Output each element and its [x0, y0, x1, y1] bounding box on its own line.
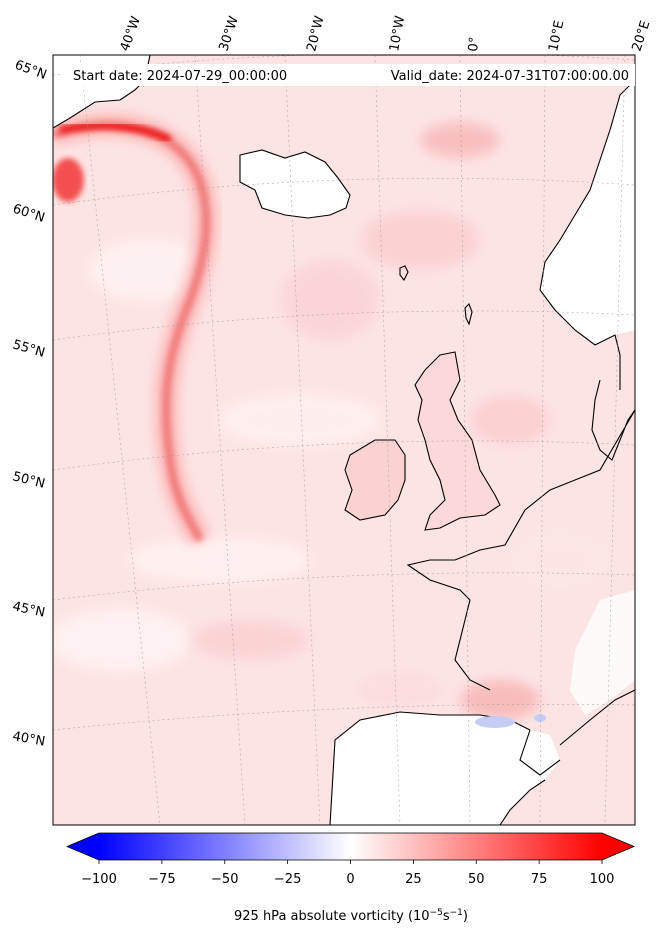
lat-label-65n: 65°N [13, 58, 49, 83]
lat-label-40n: 40°N [11, 729, 46, 749]
lon-label-0: 0° [466, 36, 482, 52]
valid-date: Valid_date: 2024-07-31T07:00:00.00 [391, 69, 629, 84]
lat-label-50n: 50°N [11, 469, 46, 491]
colorbar-extend-min [67, 833, 99, 860]
colorbar-tick-label: 75 [531, 872, 548, 887]
colorbar-tick-label: −100 [81, 872, 117, 887]
colorbar-extend-max [602, 833, 634, 860]
lat-label-60n: 60°N [11, 202, 47, 226]
colorbar: −100 −75 −50 −25 0 25 50 75 100 925 hPa absolute… [65, 832, 636, 924]
lat-label-55n: 55°N [11, 337, 47, 360]
map-field [53, 55, 635, 825]
colorbar-tick-label: 50 [468, 872, 485, 887]
lon-label-10e: 10°E [546, 19, 567, 53]
date-banner [60, 64, 635, 86]
lon-label-40w: 40°W [118, 14, 144, 53]
start-date: Start date: 2024-07-29_00:00:00 [73, 69, 287, 84]
lon-label-20e: 20°E [630, 19, 654, 53]
colorbar-ticks: −100 −75 −50 −25 0 25 50 75 100 [81, 860, 614, 887]
colorbar-tick-label: 100 [590, 872, 615, 887]
map-frame [52, 54, 636, 826]
lon-label-10w: 10°W [387, 15, 408, 53]
colorbar-tick-label: 0 [346, 872, 354, 887]
colorbar-tick-label: 25 [405, 872, 422, 887]
colorbar-title: 925 hPa absolute vorticity (10−5s−1) [234, 908, 468, 924]
latitude-labels: 65°N 60°N 55°N 50°N 45°N 40°N [11, 58, 49, 750]
colorbar-tick-label: −25 [274, 872, 301, 887]
colorbar-body [99, 833, 602, 860]
lon-label-20w: 20°W [304, 14, 327, 53]
lat-label-45n: 45°N [11, 599, 46, 620]
colorbar-tick-label: −75 [148, 872, 175, 887]
lon-label-30w: 30°W [217, 14, 242, 53]
colorbar-tick-label: −50 [211, 872, 238, 887]
longitude-labels: 40°W 30°W 20°W 10°W 0° 10°E 20°E [118, 14, 654, 53]
